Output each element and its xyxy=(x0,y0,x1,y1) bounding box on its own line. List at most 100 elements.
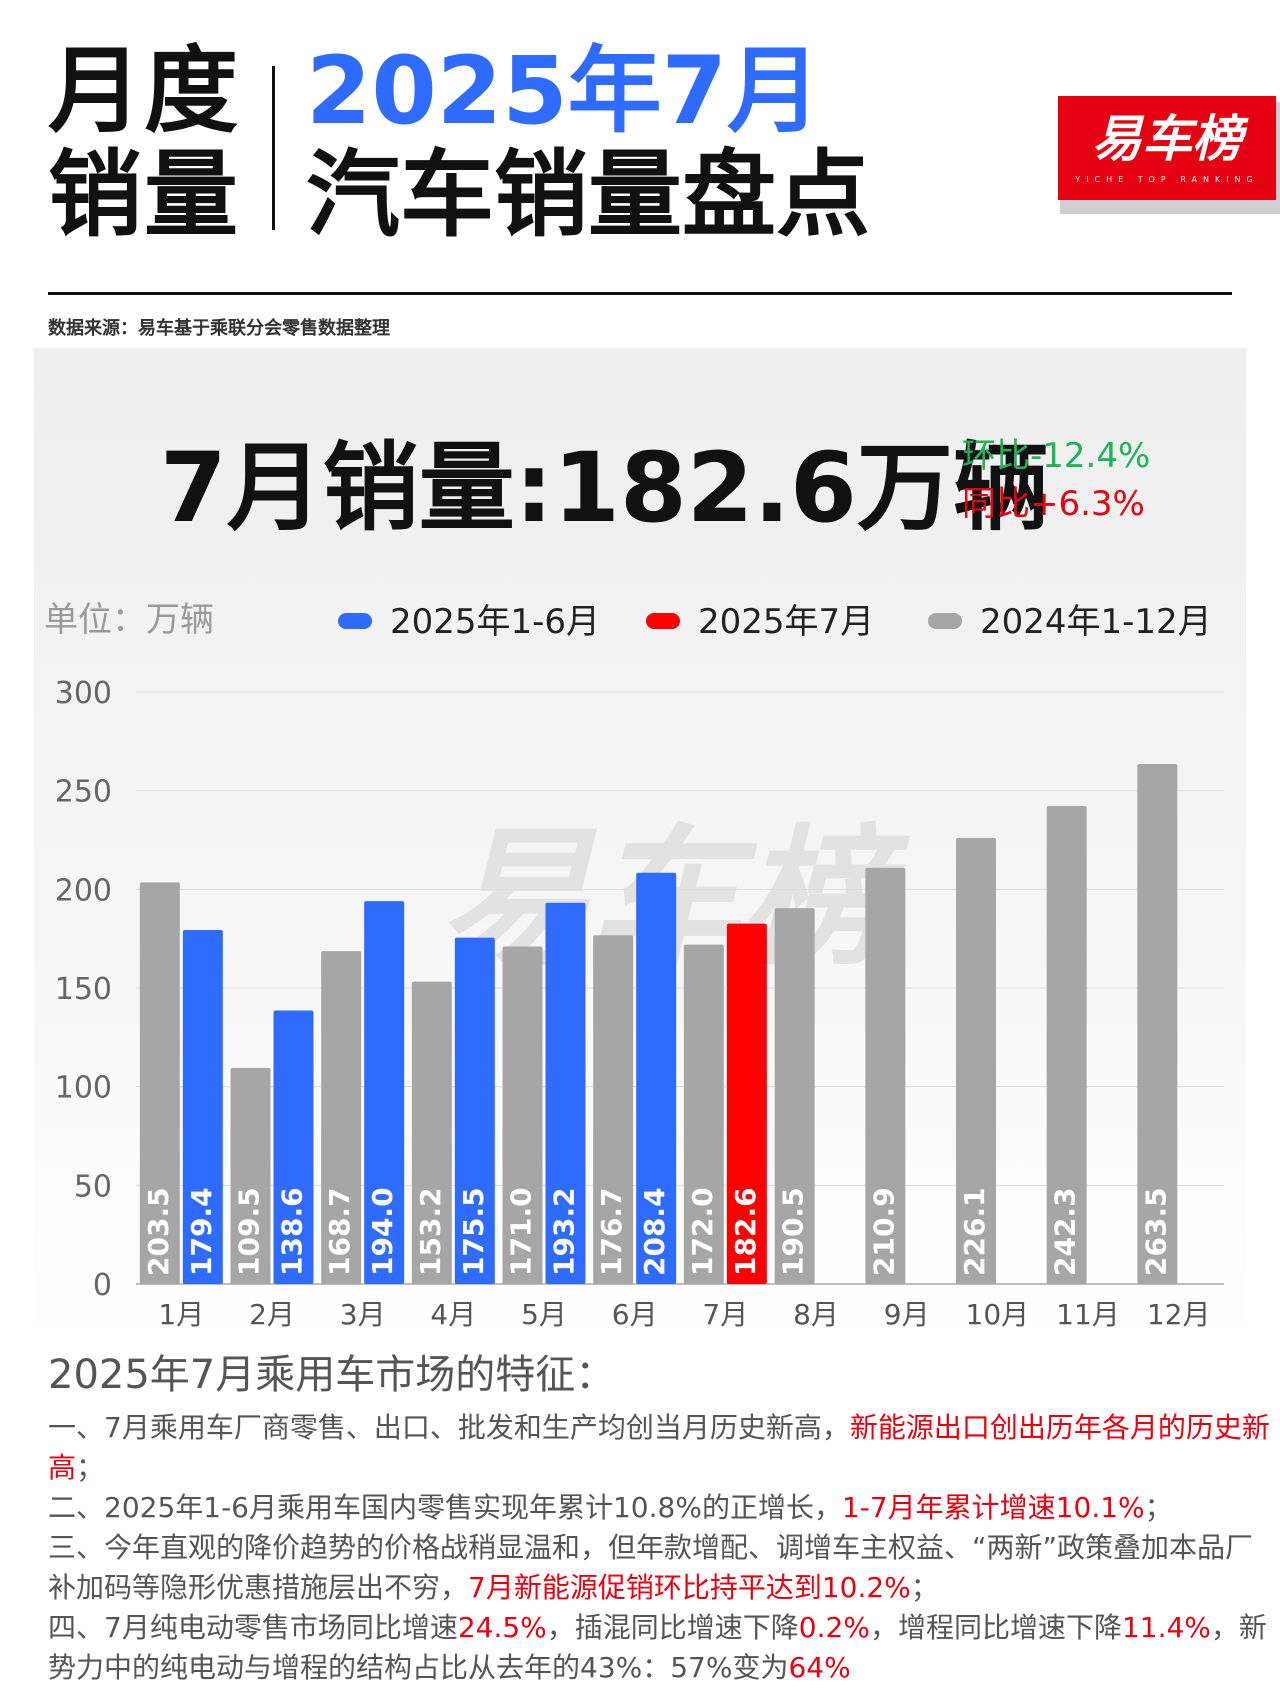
bar-value-label: 208.4 xyxy=(638,1187,671,1276)
bar-2024 xyxy=(865,867,906,1284)
y-tick-label: 200 xyxy=(55,873,112,908)
y-tick-label: 150 xyxy=(55,972,112,1007)
headline-yoy: 同比+6.3% xyxy=(962,484,1145,524)
bar-value-label: 193.2 xyxy=(548,1187,581,1276)
feature-highlight: 7月新能源促销环比持平达到10.2% xyxy=(468,1571,911,1604)
bar-2024 xyxy=(683,944,724,1284)
bar-2024 xyxy=(1046,805,1087,1284)
legend-item-2025-h1: 2025年1-6月 xyxy=(338,594,600,643)
feature-highlight: 24.5% xyxy=(457,1611,547,1644)
feature-highlight: 新能源出口创出历年各月的历史新高 xyxy=(48,1411,1270,1484)
sales-bar-chart: 易车榜050100150200250300203.5179.41月109.513… xyxy=(55,676,1224,1331)
bar-2024 xyxy=(1137,764,1178,1284)
header-left-line1: 月度 xyxy=(48,37,241,146)
y-tick-label: 50 xyxy=(74,1169,112,1204)
bar-value-label: 179.4 xyxy=(185,1187,218,1276)
x-tick-label: 9月 xyxy=(884,1298,930,1331)
bar-value-label: 210.9 xyxy=(867,1187,900,1276)
bar-value-label: 190.5 xyxy=(777,1187,810,1276)
x-tick-label: 5月 xyxy=(521,1298,567,1331)
x-tick-label: 2月 xyxy=(249,1298,295,1331)
legend-label-2024: 2024年1-12月 xyxy=(980,602,1212,642)
bar-2025 xyxy=(545,902,586,1284)
x-tick-label: 8月 xyxy=(793,1298,839,1331)
bar-value-label: 138.6 xyxy=(276,1187,309,1276)
legend-label-2025-jul: 2025年7月 xyxy=(698,602,875,642)
headline-mom: 环比-12.4% xyxy=(962,436,1151,476)
x-tick-label: 1月 xyxy=(158,1298,204,1331)
bar-2025-jul xyxy=(726,923,767,1284)
feature-text: 三、今年直观的降价趋势的价格战稍显温和，但年款增配、调增车主权益、“两新”政策叠… xyxy=(48,1531,1254,1604)
feature-text: ，插混同比增速下降 xyxy=(546,1611,799,1644)
legend-swatch-red xyxy=(646,612,680,629)
legend-item-2025-jul: 2025年7月 xyxy=(646,594,874,643)
bar-value-label: 172.0 xyxy=(686,1187,719,1276)
bar-value-label: 153.2 xyxy=(414,1187,447,1276)
feature-text: ； xyxy=(76,1451,105,1484)
bar-value-label: 168.7 xyxy=(323,1187,356,1276)
legend-swatch-gray xyxy=(928,612,962,629)
bar-value-label: 182.6 xyxy=(729,1187,762,1276)
legend-item-2024: 2024年1-12月 xyxy=(928,594,1212,643)
bar-2024 xyxy=(593,935,634,1284)
bar-value-label: 263.5 xyxy=(1139,1187,1172,1276)
bar-2024 xyxy=(774,908,815,1284)
feature-highlight: 0.2% xyxy=(798,1611,870,1644)
legend-swatch-blue xyxy=(338,612,372,629)
x-tick-label: 3月 xyxy=(340,1298,386,1331)
y-tick-label: 300 xyxy=(55,676,112,711)
feature-item: 一、7月乘用车厂商零售、出口、批发和生产均创当月历史新高，新能源出口创出历年各月… xyxy=(48,1408,1278,1488)
features-list: 一、7月乘用车厂商零售、出口、批发和生产均创当月历史新高，新能源出口创出历年各月… xyxy=(48,1408,1278,1688)
header-rule xyxy=(48,292,1232,295)
brand-logo: 易车榜 YICHE TOP RANKING xyxy=(1058,96,1276,200)
feature-item: 二、2025年1-6月乘用车国内零售实现年累计10.8%的正增长，1-7月年累计… xyxy=(48,1488,1278,1528)
y-tick-label: 250 xyxy=(55,775,112,810)
unit-label: 单位：万辆 xyxy=(44,600,214,640)
feature-text: ； xyxy=(910,1571,939,1604)
feature-text: 一、7月乘用车厂商零售、出口、批发和生产均创当月历史新高， xyxy=(48,1411,850,1444)
feature-text: ，新势力中的纯电动与增程的结构占比从去年的43%：57%变为 xyxy=(48,1611,1267,1684)
header-left: 月度 销量 xyxy=(48,40,248,248)
data-source: 数据来源：易车基于乘联分会零售数据整理 xyxy=(48,318,390,339)
feature-text: 二、2025年1-6月乘用车国内零售实现年累计10.8%的正增长， xyxy=(48,1491,842,1524)
x-tick-label: 6月 xyxy=(612,1298,658,1331)
bar-2024 xyxy=(411,981,452,1284)
bar-2024 xyxy=(502,946,543,1284)
bar-2024 xyxy=(956,837,996,1284)
x-tick-label: 7月 xyxy=(702,1298,748,1331)
feature-text: ，增程同比增速下降 xyxy=(869,1611,1122,1644)
header-title: 2025年7月 汽车销量盘点 xyxy=(306,40,870,248)
bar-2025 xyxy=(273,1010,314,1284)
bar-value-label: 242.3 xyxy=(1049,1187,1082,1276)
bar-2024 xyxy=(139,882,180,1284)
features-title: 2025年7月乘用车市场的特征： xyxy=(48,1352,616,1398)
x-tick-label: 12月 xyxy=(1147,1298,1211,1331)
header-title-line2: 汽车销量盘点 xyxy=(306,141,871,250)
brand-logo-subtitle: YICHE TOP RANKING xyxy=(1075,175,1259,184)
bar-value-label: 176.7 xyxy=(595,1187,628,1276)
headline-title: 7月销量:182.6万辆 xyxy=(160,432,1049,544)
bar-2025 xyxy=(454,937,495,1284)
bar-value-label: 109.5 xyxy=(233,1187,266,1276)
x-tick-label: 11月 xyxy=(1056,1298,1120,1331)
y-tick-label: 100 xyxy=(55,1071,112,1106)
feature-item: 三、今年直观的降价趋势的价格战稍显温和，但年款增配、调增车主权益、“两新”政策叠… xyxy=(48,1528,1278,1608)
bar-value-label: 175.5 xyxy=(457,1187,490,1276)
bar-value-label: 203.5 xyxy=(142,1187,175,1276)
feature-text: ； xyxy=(1144,1491,1173,1524)
feature-item: 四、7月纯电动零售市场同比增速24.5%，插混同比增速下降0.2%，增程同比增速… xyxy=(48,1608,1278,1688)
bar-value-label: 171.0 xyxy=(505,1187,538,1276)
brand-logo-name: 易车榜 xyxy=(1092,110,1242,168)
bar-value-label: 194.0 xyxy=(366,1187,399,1276)
feature-highlight: 64% xyxy=(788,1651,851,1684)
header-left-line2: 销量 xyxy=(48,141,241,250)
bar-2025 xyxy=(636,872,677,1284)
bar-2025 xyxy=(364,901,405,1284)
x-tick-label: 10月 xyxy=(966,1298,1030,1331)
header-title-line1: 2025年7月 xyxy=(306,37,822,146)
bar-2025 xyxy=(182,929,223,1284)
market-features: 2025年7月乘用车市场的特征： 一、7月乘用车厂商零售、出口、批发和生产均创当… xyxy=(48,1348,1278,1688)
feature-text: 四、7月纯电动零售市场同比增速 xyxy=(48,1611,458,1644)
bar-2024 xyxy=(230,1067,271,1284)
legend-label-2025-h1: 2025年1-6月 xyxy=(390,602,601,642)
